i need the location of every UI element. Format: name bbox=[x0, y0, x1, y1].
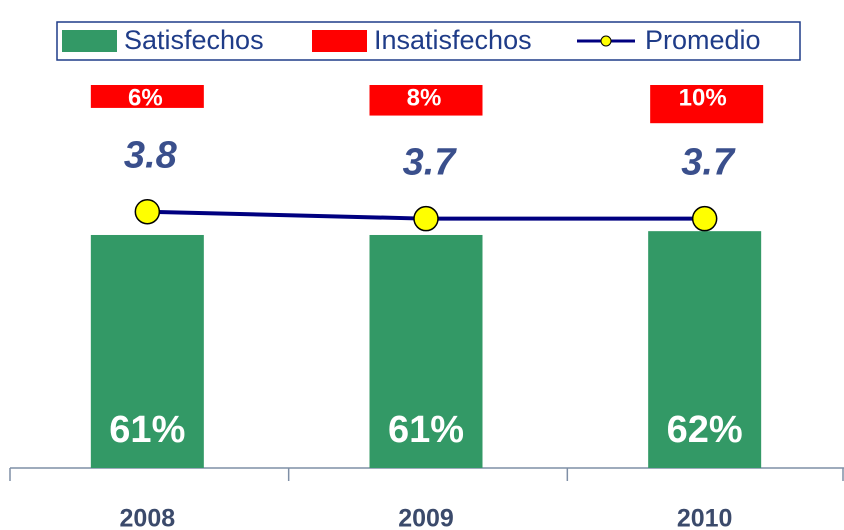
line-marker bbox=[413, 205, 439, 232]
x-tick-label: 2008 bbox=[120, 505, 176, 530]
legend-label: Satisfechos bbox=[124, 25, 264, 55]
bar bbox=[369, 85, 483, 116]
bar bbox=[650, 85, 764, 124]
line-marker bbox=[691, 205, 718, 232]
line-value-label: 3.7 bbox=[681, 142, 736, 184]
legend-swatch bbox=[312, 30, 367, 52]
legend-box bbox=[56, 21, 801, 61]
bar bbox=[648, 231, 762, 468]
bar bbox=[90, 85, 204, 108]
bar-value-label: 61% bbox=[388, 409, 464, 451]
legend-label: Promedio bbox=[645, 25, 761, 55]
line-marker bbox=[134, 198, 161, 225]
bar-value-label: 6% bbox=[128, 84, 163, 111]
x-tick-label: 2009 bbox=[398, 505, 454, 530]
bar-value-label: 61% bbox=[109, 409, 185, 451]
line-value-label: 3.7 bbox=[403, 142, 458, 184]
bar-value-label: 62% bbox=[667, 409, 743, 451]
legend-marker bbox=[600, 35, 612, 47]
bar-value-label: 8% bbox=[407, 84, 442, 111]
x-tick-label: 2010 bbox=[677, 505, 733, 530]
bar bbox=[369, 234, 483, 468]
bar bbox=[90, 234, 204, 468]
line-value-label: 3.8 bbox=[124, 135, 178, 177]
bar-value-label: 10% bbox=[679, 84, 727, 111]
legend-swatch bbox=[62, 30, 117, 52]
legend-label: Insatisfechos bbox=[374, 25, 532, 55]
